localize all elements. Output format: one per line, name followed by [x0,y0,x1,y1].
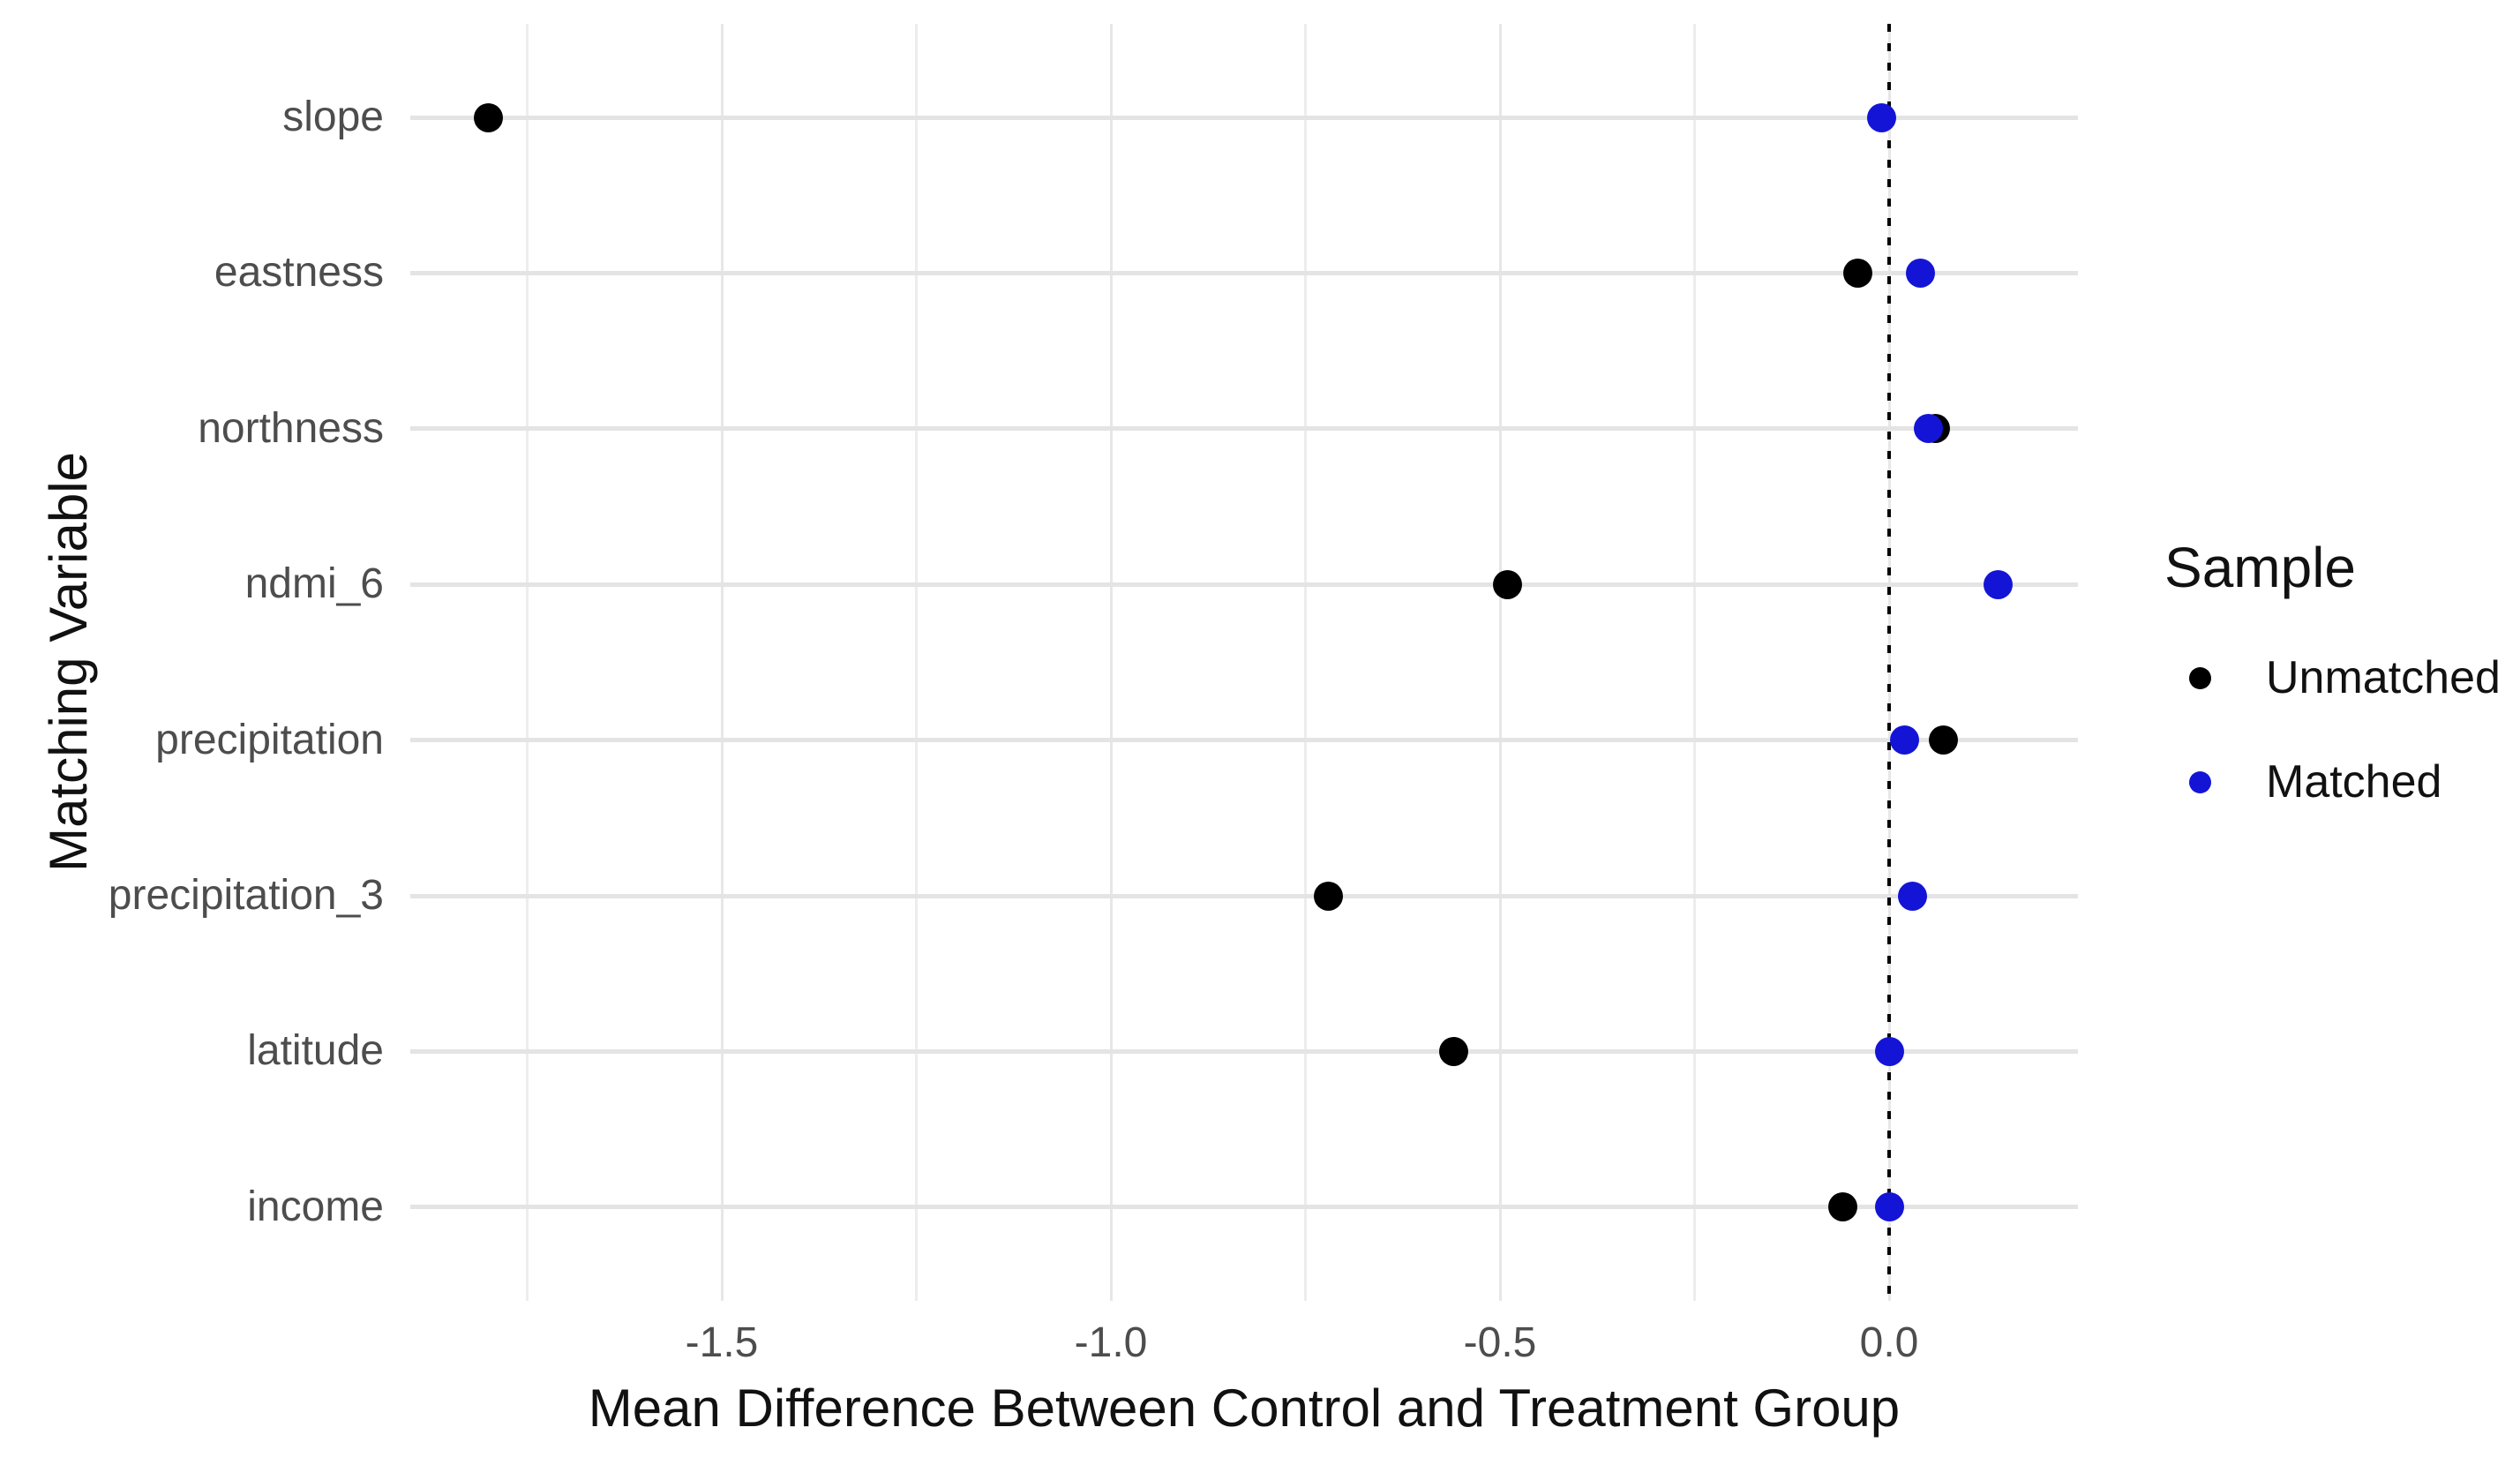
data-point-unmatched-ndmi_6 [1493,569,1523,599]
legend-label: Matched [2266,756,2442,808]
row-gridline [410,893,2078,898]
minor-gridline [526,24,529,1301]
data-point-unmatched-latitude [1438,1036,1468,1066]
y-tick-label: eastness [214,249,384,297]
data-point-unmatched-income [1827,1192,1857,1222]
y-tick-label: northness [198,404,384,452]
data-point-matched-slope [1866,102,1896,132]
legend: Sample Unmatched Matched [2164,537,2501,807]
legend-label: Unmatched [2266,652,2501,703]
legend-dot-matched [2189,770,2211,793]
major-gridline [1109,24,1113,1301]
y-tick-label: income [247,1183,384,1230]
minor-gridline [1304,24,1307,1301]
y-tick-label: precipitation_3 [108,872,384,919]
x-tick-label: -0.5 [1463,1319,1537,1366]
major-gridline [720,24,724,1301]
data-point-matched-precipitation_3 [1897,881,1927,911]
minor-gridline [915,24,918,1301]
data-point-unmatched-slope [473,102,503,132]
legend-dot-unmatched [2189,666,2211,689]
row-gridline [410,115,2078,120]
data-point-unmatched-precipitation_3 [1314,881,1344,911]
data-point-matched-precipitation [1890,725,1920,755]
data-point-matched-income [1874,1192,1904,1222]
x-tick-label: 0.0 [1859,1319,1919,1366]
legend-item-unmatched: Unmatched [2164,653,2501,702]
row-gridline [410,1205,2078,1210]
x-axis-title: Mean Difference Between Control and Trea… [588,1379,1901,1438]
y-tick-label: ndmi_6 [244,560,384,608]
row-gridline [410,582,2078,587]
row-gridline [410,1048,2078,1054]
data-point-unmatched-eastness [1843,258,1873,288]
data-point-matched-northness [1913,414,1943,444]
legend-item-matched: Matched [2164,757,2501,807]
minor-gridline [1693,24,1696,1301]
row-gridline [410,270,2078,275]
zero-reference-line [1887,24,1891,1301]
plot-panel [410,24,2078,1301]
legend-title: Sample [2164,536,2356,599]
data-point-matched-eastness [1905,258,1935,288]
data-point-unmatched-precipitation [1929,725,1959,755]
y-tick-label: latitude [247,1027,384,1075]
y-tick-label: slope [282,94,384,140]
x-tick-label: -1.5 [685,1319,759,1366]
legend-items: Unmatched Matched [2164,653,2501,807]
data-point-matched-latitude [1874,1036,1904,1066]
major-gridline [1498,24,1502,1301]
row-gridline [410,426,2078,432]
y-axis-title: Matching Variable [39,452,98,872]
x-tick-label: -1.0 [1074,1319,1148,1366]
row-gridline [410,738,2078,743]
data-point-matched-ndmi_6 [1983,569,2013,599]
y-tick-label: precipitation [155,716,384,763]
